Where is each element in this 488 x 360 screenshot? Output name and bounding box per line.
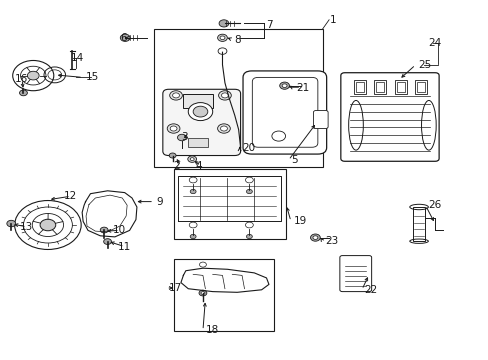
Circle shape	[217, 124, 230, 133]
Circle shape	[220, 36, 224, 40]
Circle shape	[310, 234, 320, 241]
Text: 17: 17	[168, 283, 182, 293]
Circle shape	[40, 219, 56, 231]
Bar	[188, 138, 207, 147]
Circle shape	[190, 158, 194, 161]
Text: 24: 24	[427, 38, 440, 48]
Text: 6: 6	[120, 33, 126, 43]
Circle shape	[27, 71, 39, 80]
Text: 11: 11	[117, 242, 130, 252]
Bar	[396, 82, 404, 92]
Circle shape	[170, 126, 177, 131]
FancyBboxPatch shape	[313, 111, 327, 129]
Circle shape	[221, 93, 228, 98]
Text: 2: 2	[173, 161, 180, 171]
Circle shape	[217, 34, 227, 41]
Circle shape	[188, 103, 212, 121]
Text: 12: 12	[63, 191, 77, 201]
Bar	[355, 82, 363, 92]
Circle shape	[193, 106, 207, 117]
Circle shape	[120, 34, 130, 41]
Text: 26: 26	[427, 200, 440, 210]
Text: 21: 21	[295, 83, 308, 93]
Circle shape	[190, 189, 196, 194]
Text: 9: 9	[156, 197, 163, 207]
Text: 14: 14	[71, 53, 84, 63]
Text: 8: 8	[234, 35, 241, 45]
Text: 20: 20	[242, 143, 255, 153]
Text: 22: 22	[364, 285, 377, 295]
Bar	[394, 80, 406, 94]
Text: 1: 1	[329, 15, 336, 25]
Circle shape	[187, 156, 196, 162]
Circle shape	[190, 234, 196, 239]
FancyBboxPatch shape	[163, 89, 240, 156]
Text: 5: 5	[290, 155, 297, 165]
Circle shape	[220, 126, 227, 131]
Text: 3: 3	[181, 132, 187, 142]
Text: 13: 13	[20, 222, 33, 232]
Circle shape	[312, 236, 317, 239]
Text: 25: 25	[417, 60, 430, 70]
Circle shape	[199, 290, 206, 296]
Bar	[414, 80, 427, 94]
Circle shape	[172, 93, 179, 98]
Circle shape	[169, 153, 176, 158]
Bar	[373, 80, 386, 94]
Bar	[416, 82, 425, 92]
Text: 16: 16	[15, 74, 28, 84]
Circle shape	[246, 234, 252, 239]
Circle shape	[103, 239, 111, 244]
Text: 23: 23	[325, 236, 338, 246]
Bar	[173, 169, 285, 239]
Circle shape	[201, 292, 204, 294]
Circle shape	[20, 90, 27, 96]
Bar	[173, 259, 273, 331]
Text: 19: 19	[293, 216, 306, 226]
Text: 10: 10	[112, 225, 125, 235]
Circle shape	[167, 124, 180, 133]
Bar	[353, 80, 365, 94]
Circle shape	[100, 227, 108, 233]
Text: 18: 18	[205, 325, 218, 336]
Circle shape	[279, 82, 289, 89]
FancyBboxPatch shape	[243, 71, 326, 154]
Bar	[412, 207, 425, 241]
Circle shape	[246, 189, 252, 194]
Circle shape	[218, 91, 231, 100]
Bar	[154, 29, 322, 167]
Bar	[183, 94, 212, 108]
Circle shape	[7, 220, 16, 227]
Circle shape	[219, 20, 228, 27]
Text: 7: 7	[266, 20, 273, 30]
Text: 15: 15	[85, 72, 99, 82]
Bar	[375, 82, 384, 92]
Circle shape	[177, 134, 186, 141]
Circle shape	[282, 84, 286, 87]
Text: 4: 4	[195, 161, 202, 171]
Circle shape	[169, 91, 182, 100]
